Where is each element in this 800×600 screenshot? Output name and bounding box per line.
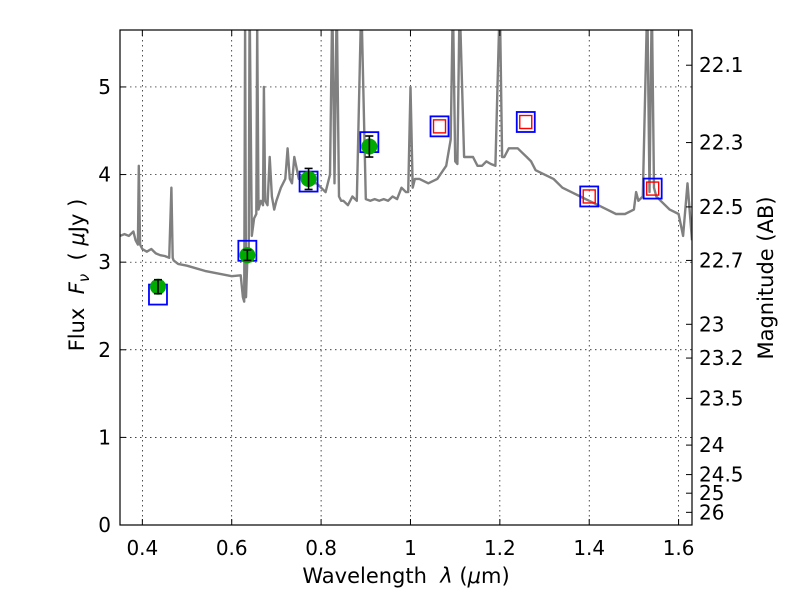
plot-background <box>120 30 692 525</box>
right-axis-title: Magnitude (AB) <box>754 196 778 359</box>
y2-tick-label: 24.5 <box>699 463 744 487</box>
model-box-inner <box>645 181 660 196</box>
x-tick-label: 0.6 <box>216 536 248 560</box>
data-layer <box>120 30 692 306</box>
x-tick-label: 0.4 <box>126 536 158 560</box>
y2-tick-label: 23.5 <box>699 386 744 410</box>
y-axis-title: Flux Fν ( μJy ) <box>65 199 93 352</box>
model-box <box>642 177 663 200</box>
y2-tick-label: 22.3 <box>699 131 744 155</box>
y-tick-label: 5 <box>98 75 111 99</box>
y-tick-label: 1 <box>98 425 111 449</box>
model-box <box>515 111 536 133</box>
y-tick-label: 3 <box>98 250 111 274</box>
ticks: 0.4 0.6 0.8 1 1.2 1.4 1.601234522.122.322.522.… <box>98 30 744 560</box>
model-box-inner <box>519 114 533 130</box>
x-tick-label: 0.8 <box>305 536 337 560</box>
model-spectrum-line <box>120 30 692 303</box>
model-box-inner <box>432 119 447 134</box>
y2-tick-label: 23.2 <box>699 346 744 370</box>
model-box <box>579 185 600 208</box>
y-tick-label: 0 <box>98 513 111 537</box>
x-tick-label: 1.4 <box>573 536 605 560</box>
y2-tick-label: 22.7 <box>699 248 744 272</box>
y2-tick-label: 24 <box>699 433 724 457</box>
y2-tick-label: 25 <box>699 481 724 505</box>
model-box <box>429 115 450 138</box>
y2-tick-label: 22.1 <box>699 53 744 77</box>
y2-tick-label: 26 <box>699 500 724 524</box>
model-box-inner <box>582 189 596 204</box>
y2-tick-label: 22.5 <box>699 195 744 219</box>
x-tick-label: 1.2 <box>484 536 516 560</box>
x-tick-label: 1 <box>404 536 417 560</box>
y-tick-label: 2 <box>98 338 111 362</box>
y2-tick-label: 23 <box>699 312 724 336</box>
plot-frame <box>119 29 693 526</box>
y-tick-label: 4 <box>98 163 111 187</box>
x-axis-title: Wavelength λ (μm) <box>302 564 509 588</box>
x-tick-label: 1.6 <box>663 536 695 560</box>
